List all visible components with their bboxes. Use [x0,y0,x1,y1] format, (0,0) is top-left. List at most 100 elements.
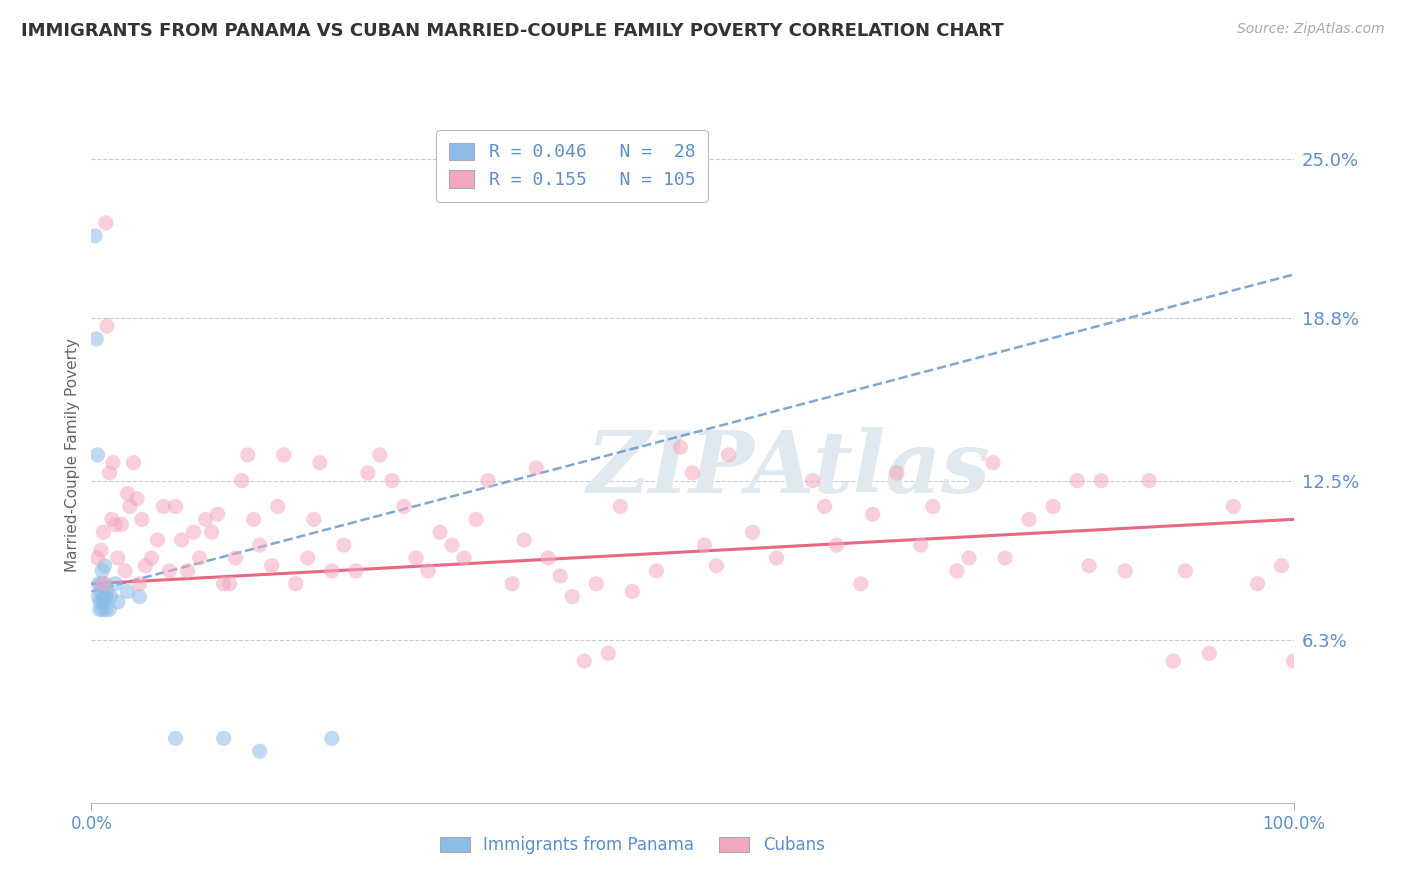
Point [128,576,150,591]
Point [194,512,217,526]
Point [321,564,343,578]
Point [90,576,112,591]
Point [741,525,763,540]
Point [94,602,117,616]
Point [242,512,264,526]
Point [669,440,692,454]
Point [128,590,150,604]
Point [465,512,488,526]
Point [1137,474,1160,488]
Text: ZIPAtlas: ZIPAtlas [586,427,990,510]
Point [609,500,631,514]
Point [1078,558,1101,573]
Point [91,602,114,616]
Point [176,564,198,578]
Point [1066,474,1088,488]
Point [159,564,181,578]
Point [146,533,169,547]
Point [93,595,115,609]
Y-axis label: Married-Couple Family Poverty: Married-Couple Family Poverty [65,338,80,572]
Point [453,551,475,566]
Point [104,517,127,532]
Point [100,590,122,604]
Point [574,654,596,668]
Point [681,466,703,480]
Point [110,517,132,532]
Point [104,576,127,591]
Point [814,500,837,514]
Point [1090,474,1112,488]
Point [801,474,824,488]
Point [765,551,787,566]
Point [84,228,107,243]
Point [91,564,114,578]
Point [218,576,240,591]
Point [122,456,145,470]
Point [1282,654,1305,668]
Legend: Immigrants from Panama, Cubans: Immigrants from Panama, Cubans [433,830,831,861]
Point [440,538,463,552]
Point [89,602,111,616]
Point [849,576,872,591]
Point [1114,564,1136,578]
Point [284,576,307,591]
Point [96,584,118,599]
Point [200,525,222,540]
Point [957,551,980,566]
Point [585,576,607,591]
Text: Source: ZipAtlas.com: Source: ZipAtlas.com [1237,22,1385,37]
Point [392,500,415,514]
Point [344,564,367,578]
Point [693,538,716,552]
Text: IMMIGRANTS FROM PANAMA VS CUBAN MARRIED-COUPLE FAMILY POVERTY CORRELATION CHART: IMMIGRANTS FROM PANAMA VS CUBAN MARRIED-… [21,22,1004,40]
Point [93,576,115,591]
Point [825,538,848,552]
Point [134,558,156,573]
Point [141,551,163,566]
Point [165,731,187,746]
Point [114,564,136,578]
Point [207,507,229,521]
Point [94,590,117,604]
Point [152,500,174,514]
Point [170,533,193,547]
Point [118,500,141,514]
Point [249,538,271,552]
Point [524,460,547,475]
Point [98,602,121,616]
Point [231,474,253,488]
Point [89,595,111,609]
Point [862,507,884,521]
Point [1161,654,1184,668]
Point [107,595,129,609]
Point [267,500,290,514]
Point [381,474,404,488]
Point [212,576,235,591]
Point [90,543,112,558]
Point [117,486,139,500]
Point [1246,576,1268,591]
Point [981,456,1004,470]
Point [273,448,295,462]
Point [96,319,118,334]
Point [910,538,932,552]
Point [416,564,439,578]
Point [321,731,343,746]
Point [212,731,235,746]
Point [537,551,560,566]
Point [357,466,380,480]
Point [183,525,205,540]
Point [302,512,325,526]
Point [706,558,728,573]
Point [645,564,668,578]
Point [93,590,115,604]
Point [946,564,969,578]
Point [117,584,139,599]
Point [249,744,271,758]
Point [131,512,153,526]
Point [561,590,583,604]
Point [501,576,523,591]
Point [125,491,148,506]
Point [94,216,117,230]
Point [994,551,1017,566]
